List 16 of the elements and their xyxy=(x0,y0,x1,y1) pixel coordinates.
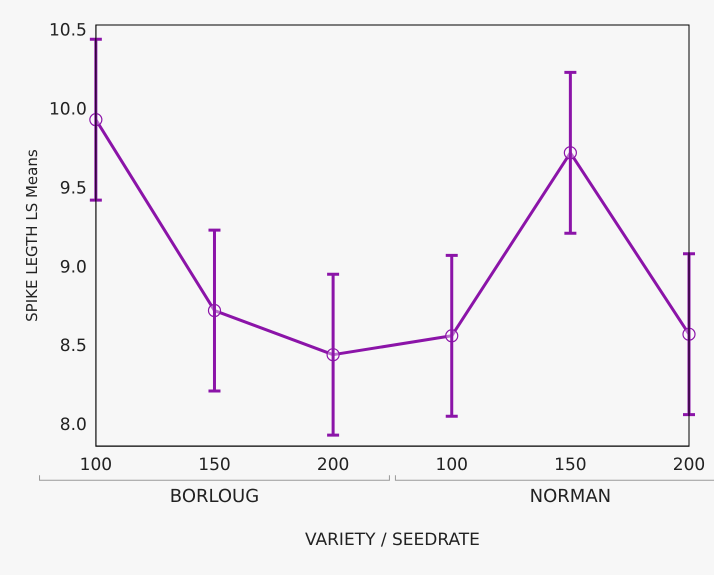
x-tick-label: 200 xyxy=(672,454,706,475)
x-tick-label: 200 xyxy=(316,454,350,475)
y-tick-label: 10.5 xyxy=(48,20,87,41)
x-tick-label: 150 xyxy=(554,454,587,475)
text: NORMAN xyxy=(530,486,612,507)
x-tick-label: 100 xyxy=(436,454,468,475)
x-tick-label: 150 xyxy=(198,454,231,475)
x-tick-label: 100 xyxy=(80,454,112,475)
y-tick-label: 10.0 xyxy=(48,100,87,120)
y-tick-label: 8.0 xyxy=(60,415,87,436)
y-axis-title: SPIKE LEGTH LS Means xyxy=(22,149,41,322)
y-tick-label: 9.0 xyxy=(60,257,87,278)
x-axis-title: VARIETY / SEEDRATE xyxy=(304,530,480,550)
y-tick-label: 8.5 xyxy=(60,336,87,356)
y-tick-label: 9.5 xyxy=(60,178,87,198)
text: BORLOUG xyxy=(170,486,260,507)
